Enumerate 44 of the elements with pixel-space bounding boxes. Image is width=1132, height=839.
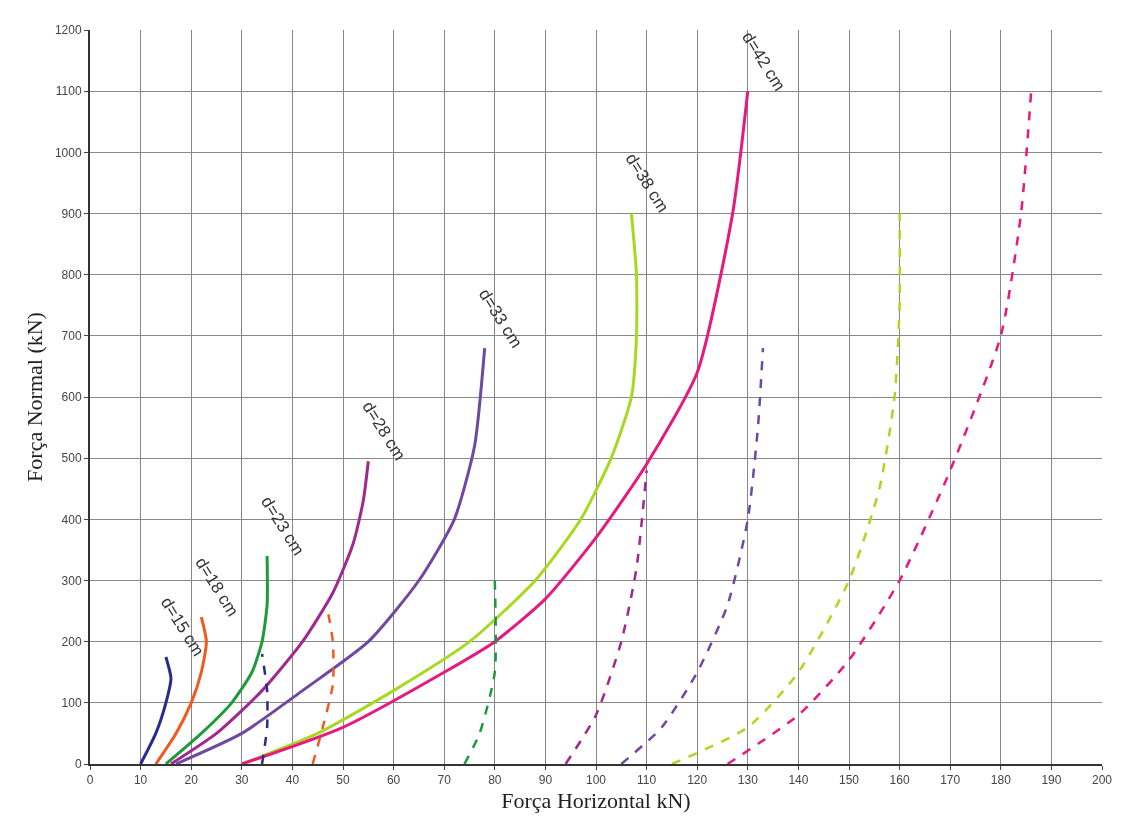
- y-tick-label: 900: [61, 206, 82, 221]
- y-tick-label: 300: [61, 573, 82, 588]
- line-series: [670, 212, 902, 764]
- x-tick-label: 0: [86, 773, 94, 788]
- y-tick-label: 200: [61, 634, 82, 649]
- x-tick-label: 50: [336, 773, 350, 788]
- x-tick-label: 70: [437, 773, 452, 788]
- line-series: [240, 212, 639, 764]
- x-tick-label: 150: [838, 773, 860, 788]
- y-tick-label: 700: [61, 329, 82, 344]
- x-tick-label: 190: [1041, 773, 1062, 788]
- x-tick-label: 120: [687, 773, 708, 788]
- x-tick-label: 200: [1091, 773, 1113, 788]
- x-tick-label: 40: [285, 773, 300, 788]
- x-tick-label: 180: [990, 773, 1012, 788]
- y-tick-label: 100: [61, 696, 82, 711]
- y-tick-label: 500: [61, 451, 82, 466]
- y-axis-title: Força Normal (kN): [22, 312, 48, 482]
- x-tick-label: 140: [788, 773, 809, 788]
- line-series: [139, 655, 173, 764]
- x-tick-label: 130: [737, 773, 759, 788]
- y-tick-label: 800: [61, 267, 82, 282]
- x-tick-label: 160: [889, 773, 910, 788]
- x-axis-title: Força Horizontal kN): [501, 787, 691, 813]
- y-tick-label: 1000: [54, 145, 82, 160]
- line-series: [564, 469, 648, 764]
- x-tick-label: 20: [184, 773, 199, 788]
- y-tick-label: 600: [61, 390, 82, 405]
- line-series: [463, 579, 498, 764]
- x-tick-label: 100: [585, 773, 607, 788]
- x-tick-label: 110: [637, 773, 657, 788]
- y-tick-label: 1100: [55, 84, 82, 99]
- line-series: [260, 652, 269, 764]
- y-tick-label: 400: [61, 512, 82, 527]
- x-tick-label: 10: [133, 773, 148, 788]
- line-series: [240, 89, 750, 764]
- line-series: [620, 346, 765, 764]
- x-tick-label: 30: [235, 773, 249, 788]
- x-tick-label: 80: [488, 773, 502, 788]
- x-tick-label: 170: [940, 773, 961, 788]
- x-tick-label: 90: [538, 773, 553, 788]
- y-tick-label: 0: [74, 757, 82, 772]
- x-tick-label: 60: [386, 773, 401, 788]
- y-tick-label: 1200: [54, 23, 82, 38]
